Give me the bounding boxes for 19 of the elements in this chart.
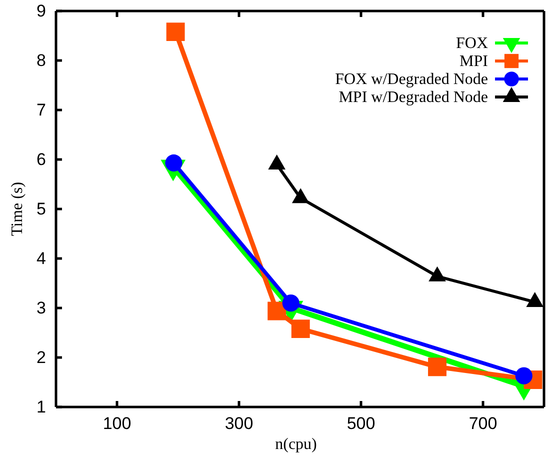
x-tick-label: 300	[224, 414, 254, 434]
y-tick-label: 9	[36, 1, 46, 20]
y-axis-title: Time (s)	[9, 182, 26, 236]
y-tick-label: 6	[36, 150, 46, 169]
y-tick-label: 5	[36, 199, 46, 218]
x-tick-label: 500	[346, 414, 376, 434]
x-axis-title: n(cpu)	[275, 436, 317, 453]
y-tick-label: 3	[36, 298, 46, 318]
legend-label: FOX w/Degraded Node	[335, 71, 488, 88]
x-tick-label: 700	[468, 414, 498, 434]
legend-label: MPI	[460, 53, 488, 70]
y-tick-label: 1	[36, 397, 46, 416]
y-tick-label: 8	[36, 50, 46, 70]
x-tick-label: 100	[102, 414, 132, 434]
legend-label: MPI w/Degraded Node	[338, 89, 488, 106]
y-tick-label: 2	[36, 348, 46, 367]
y-tick-label: 4	[36, 248, 46, 268]
y-tick-label: 7	[36, 100, 46, 120]
legend-label: FOX	[456, 35, 488, 52]
